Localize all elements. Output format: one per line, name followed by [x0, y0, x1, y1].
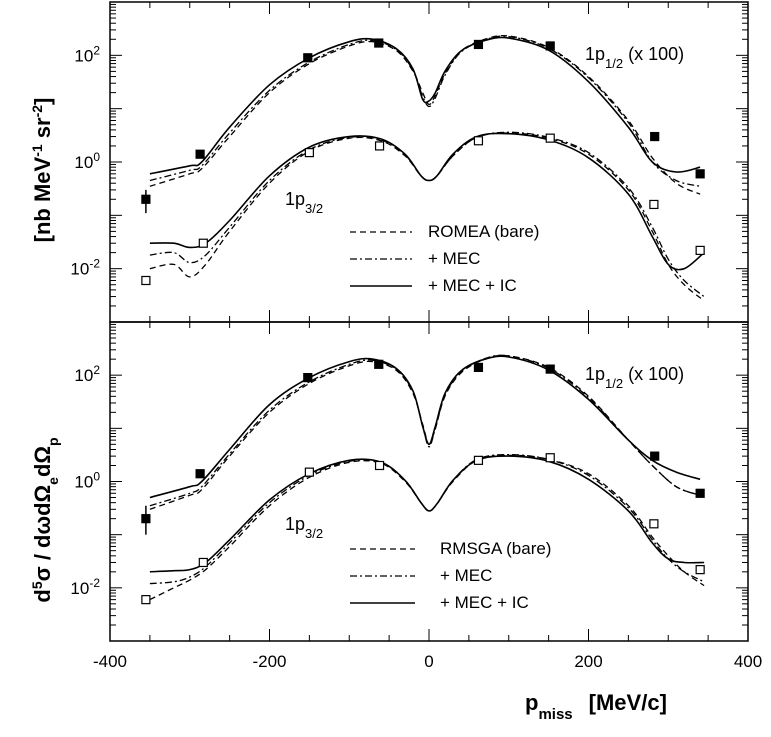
y-tick-label: 10-2 [70, 257, 100, 279]
y-axis-formula-label: d5σ / dωdΩedΩp [29, 437, 61, 602]
data-point-open [304, 148, 314, 158]
y-formula-d: d [30, 589, 55, 602]
y-unit-sup2: -2 [29, 105, 45, 118]
x-axis-label: pmiss [MeV/c] [525, 690, 667, 723]
data-point-filled [650, 131, 660, 142]
data-point-open [374, 141, 385, 151]
y-formula-domega: dΩ [30, 446, 55, 477]
data-point-filled [695, 488, 705, 498]
x-tick-label: -400 [93, 652, 127, 671]
x-tick-label: -200 [252, 652, 286, 671]
y-formula-sub-p: p [45, 437, 61, 446]
x-label-p: p [525, 690, 538, 715]
data-point-open [473, 136, 484, 146]
y-formula-sup5: 5 [29, 581, 45, 589]
series-line-dashdot [149, 453, 705, 585]
x-label-sub: miss [538, 706, 572, 723]
data-point-filled [473, 362, 484, 372]
series-line-dashdot [149, 354, 701, 507]
legend-label: + MEC [440, 566, 492, 585]
y-tick-label: 102 [74, 363, 100, 385]
data-point-filled [374, 38, 384, 48]
panel-top: 102 100 10-2 1p1/2 (x 100) 1p3/2 ROMEA (bare)… [70, 1, 749, 323]
data-point-filled [545, 364, 555, 374]
data-point-filled [195, 149, 205, 159]
legend-label: RMSGA (bare) [440, 539, 551, 558]
y-axis-unit-label: [nb MeV-1 sr-2] [29, 98, 55, 243]
data-point-open [141, 275, 151, 286]
data-point-filled [303, 372, 313, 383]
data-point-open [198, 238, 208, 248]
data-point-open [649, 199, 659, 210]
y-formula-sigma: σ / dωdΩ [30, 485, 55, 582]
data-point-open [374, 460, 385, 471]
series-line-dashdot [149, 35, 701, 187]
data-point-filled [141, 194, 151, 204]
data-point-open [198, 557, 208, 568]
x-tick-label: 200 [574, 652, 602, 671]
curve-label: 1p1/2 (x 100) [585, 364, 684, 391]
y-unit-post: ] [30, 98, 55, 105]
panel-bottom: 102 100 10-2 -400 -200 0 200 400 1p1/2 (x 100) 1p… [70, 321, 762, 671]
data-point-filled [141, 514, 151, 524]
curve-label: 1p3/2 [285, 189, 323, 216]
curve-label: 1p3/2 [285, 514, 323, 541]
data-point-open [695, 245, 705, 256]
y-unit-mid: sr [30, 117, 55, 144]
y-formula-sub-e: e [45, 477, 61, 485]
data-point-filled [473, 39, 484, 50]
data-point-open [473, 455, 484, 465]
data-point-open [545, 453, 555, 463]
series-line-solid [149, 355, 701, 499]
curve-label: 1p1/2 (x 100) [585, 44, 684, 71]
y-tick-label: 10-2 [70, 576, 100, 598]
legend-label: ROMEA (bare) [428, 222, 539, 241]
legend-label: + MEC + IC [440, 593, 529, 612]
y-unit-pre: [nb MeV [30, 156, 55, 242]
data-point-open [304, 467, 314, 477]
data-point-open [141, 595, 151, 605]
y-tick-label: 100 [74, 150, 100, 172]
series-line-dashed [149, 34, 701, 195]
data-point-filled [650, 451, 660, 461]
data-point-filled [303, 53, 313, 63]
data-point-open [695, 565, 705, 575]
series-line-dashdot [149, 131, 705, 298]
data-point-open [649, 519, 659, 529]
legend-label: + MEC [428, 249, 480, 268]
series-line-solid [149, 132, 705, 271]
y-tick-label: 100 [74, 470, 100, 492]
y-tick-label: 102 [74, 43, 100, 65]
series-line-dashed [149, 132, 705, 302]
data-point-filled [195, 469, 205, 479]
data-point-filled [374, 359, 384, 369]
data-point-open [545, 133, 555, 143]
x-tick-label: 0 [424, 652, 433, 671]
legend-label: + MEC + IC [428, 276, 517, 295]
y-unit-sup1: -1 [29, 144, 45, 157]
x-label-unit: [MeV/c] [589, 690, 667, 715]
x-tick-label: 400 [734, 652, 762, 671]
series-line-dashed [149, 454, 705, 601]
data-point-filled [545, 41, 555, 51]
series-line-solid [149, 36, 701, 175]
series-line-solid [149, 455, 705, 573]
data-point-filled [695, 169, 705, 179]
